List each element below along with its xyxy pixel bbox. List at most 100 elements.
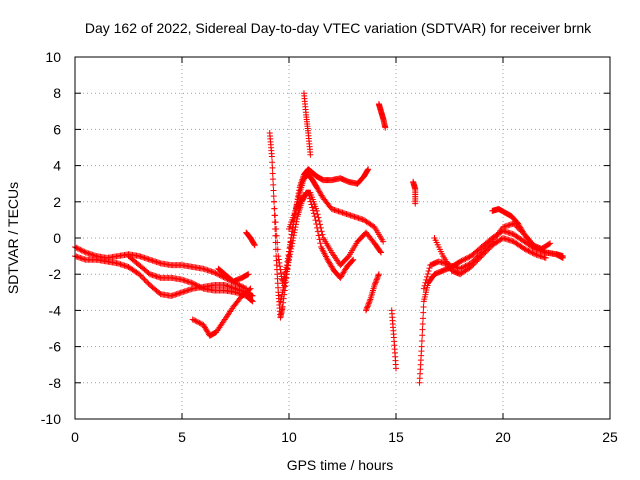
data-point <box>372 280 379 287</box>
data-point <box>459 257 466 264</box>
y-axis-label: SDTVAR / TECUs <box>5 182 21 294</box>
data-point <box>366 297 373 304</box>
data-point <box>272 219 279 226</box>
data-point <box>192 317 199 324</box>
series-track-s <box>489 206 554 252</box>
y-tick-label: 4 <box>53 158 61 174</box>
data-point <box>271 205 278 212</box>
data-point <box>275 256 282 263</box>
data-point <box>479 251 486 258</box>
y-tick-label: -6 <box>49 339 62 355</box>
data-point <box>419 332 426 339</box>
data-point <box>364 167 371 174</box>
data-point <box>421 282 428 289</box>
y-tick-label: 0 <box>53 230 61 246</box>
data-point <box>422 279 429 286</box>
x-axis-label: GPS time / hours <box>287 457 394 473</box>
y-tick-label: 8 <box>53 85 61 101</box>
data-point <box>293 218 300 225</box>
data-point <box>314 224 321 231</box>
data-point <box>547 240 554 247</box>
data-point <box>424 273 431 280</box>
data-point <box>270 187 277 194</box>
data-point <box>77 246 84 253</box>
data-point <box>76 246 83 253</box>
data-point <box>483 247 490 254</box>
data-point <box>251 242 258 249</box>
series-track-a <box>72 244 250 292</box>
data-point <box>270 193 277 200</box>
data-point <box>424 270 431 277</box>
data-point <box>425 268 432 275</box>
data-point <box>365 301 372 308</box>
data-point <box>192 281 199 288</box>
data-point <box>196 319 203 326</box>
data-point <box>309 204 316 211</box>
data-point <box>78 247 85 254</box>
data-point <box>377 248 384 255</box>
data-point <box>528 249 535 256</box>
data-point <box>317 240 324 247</box>
data-point <box>137 272 144 279</box>
data-point <box>420 309 427 316</box>
data-point <box>290 232 297 239</box>
y-tick-label: -2 <box>49 266 62 282</box>
data-point <box>426 265 433 272</box>
data-point <box>314 228 321 235</box>
data-point <box>306 195 313 202</box>
data-point <box>526 248 533 255</box>
series-track-i <box>277 189 385 305</box>
data-point <box>470 261 477 268</box>
data-point <box>375 272 382 279</box>
data-point <box>269 170 276 177</box>
data-point <box>542 254 549 261</box>
data-point <box>486 244 493 251</box>
data-point <box>463 255 470 262</box>
data-point <box>474 257 481 264</box>
data-point <box>81 248 88 255</box>
data-point <box>195 282 202 289</box>
y-tick-label: -4 <box>49 302 62 318</box>
series-track-e <box>215 265 252 285</box>
data-point <box>420 315 427 322</box>
data-point <box>471 259 478 266</box>
data-point <box>364 303 371 310</box>
data-point <box>308 201 315 208</box>
data-point <box>522 246 529 253</box>
data-point <box>289 237 296 244</box>
data-point <box>248 297 255 304</box>
x-tick-label: 5 <box>178 429 186 445</box>
data-point <box>378 249 385 256</box>
data-point <box>363 306 370 313</box>
data-point <box>373 277 380 284</box>
data-point <box>458 257 465 264</box>
data-point <box>423 276 430 283</box>
data-point <box>247 285 254 292</box>
data-point <box>292 224 299 231</box>
data-point <box>211 269 218 276</box>
x-tick-label: 20 <box>495 429 511 445</box>
data-point <box>482 249 489 256</box>
series-track-f <box>243 229 258 249</box>
data-point <box>249 298 256 305</box>
data-point <box>485 246 492 253</box>
data-point <box>189 316 196 323</box>
data-point <box>524 247 531 254</box>
data-point <box>274 239 281 246</box>
data-point <box>269 164 276 171</box>
data-point <box>310 210 317 217</box>
data-point <box>191 317 198 324</box>
chart-title: Day 162 of 2022, Sidereal Day-to-day VTE… <box>85 20 592 36</box>
data-point <box>373 276 380 283</box>
data-point <box>350 256 357 263</box>
data-point <box>191 280 198 287</box>
data-point <box>74 245 81 252</box>
data-point <box>559 254 566 261</box>
data-point <box>457 265 464 272</box>
data-point <box>140 275 147 282</box>
y-tick-label: -10 <box>41 411 61 427</box>
data-point <box>279 303 286 310</box>
data-point <box>292 221 299 228</box>
data-point <box>284 262 291 269</box>
data-point <box>197 320 204 327</box>
